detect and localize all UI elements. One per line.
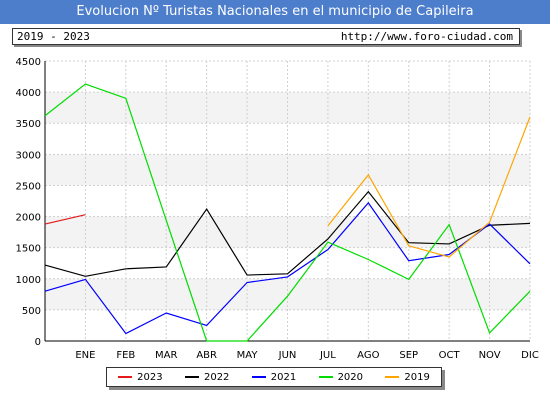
y-tick-label: 500 — [22, 306, 41, 317]
y-tick-label: 1000 — [16, 275, 41, 286]
y-tick-label: 3000 — [16, 150, 41, 161]
x-tick-label: FEB — [116, 350, 135, 361]
y-tick-label: 2000 — [16, 213, 41, 224]
y-tick-label: 4000 — [16, 88, 41, 99]
legend-item-2021: 2021 — [251, 371, 297, 383]
legend-label: 2021 — [270, 371, 297, 383]
period-label: 2019 - 2023 — [17, 30, 90, 43]
legend-item-2019: 2019 — [385, 371, 430, 383]
x-tick-label: MAR — [155, 350, 177, 361]
y-tick-label: 0 — [35, 337, 41, 348]
legend-swatch — [184, 376, 199, 378]
legend-item-2020: 2020 — [318, 371, 364, 383]
legend: 2023 2022 2021 2020 2019 — [106, 367, 442, 387]
series-line-2021 — [44, 201, 531, 335]
x-tick-label: NOV — [479, 350, 501, 361]
legend-swatch — [318, 376, 333, 378]
series-line-2023 — [44, 214, 86, 225]
legend-swatch — [385, 376, 400, 378]
legend-label: 2023 — [137, 371, 163, 383]
legend-swatch — [251, 376, 266, 378]
legend-swatch — [118, 376, 133, 378]
chart-title: Evolucion Nº Turistas Nacionales en el m… — [0, 0, 550, 24]
series-line-2020 — [44, 83, 531, 342]
legend-label: 2022 — [203, 371, 230, 383]
legend-item-2023: 2023 — [118, 371, 163, 383]
y-tick-label: 2500 — [16, 181, 41, 192]
x-tick-label: OCT — [439, 350, 461, 361]
y-tick-label: 3500 — [16, 119, 41, 130]
series-line-2019 — [327, 116, 531, 258]
y-tick-label: 4500 — [16, 57, 41, 68]
x-tick-label: JUN — [278, 350, 297, 361]
x-tick-label: MAY — [237, 350, 259, 361]
info-bar: 2019 - 2023 http://www.foro-ciudad.com — [12, 28, 520, 45]
x-tick-label: SEP — [399, 350, 418, 361]
y-tick-label: 1500 — [16, 244, 41, 255]
legend-item-2022: 2022 — [184, 371, 230, 383]
legend-label: 2020 — [337, 371, 364, 383]
x-tick-label: ABR — [196, 350, 217, 361]
x-tick-label: AGO — [357, 350, 379, 361]
series-line-2022 — [44, 190, 531, 277]
x-tick-label: JUL — [319, 350, 336, 361]
legend-label: 2019 — [404, 371, 430, 383]
x-tick-label: DIC — [521, 350, 539, 361]
x-tick-label: ENE — [75, 350, 95, 361]
source-url: http://www.foro-ciudad.com — [340, 30, 513, 43]
